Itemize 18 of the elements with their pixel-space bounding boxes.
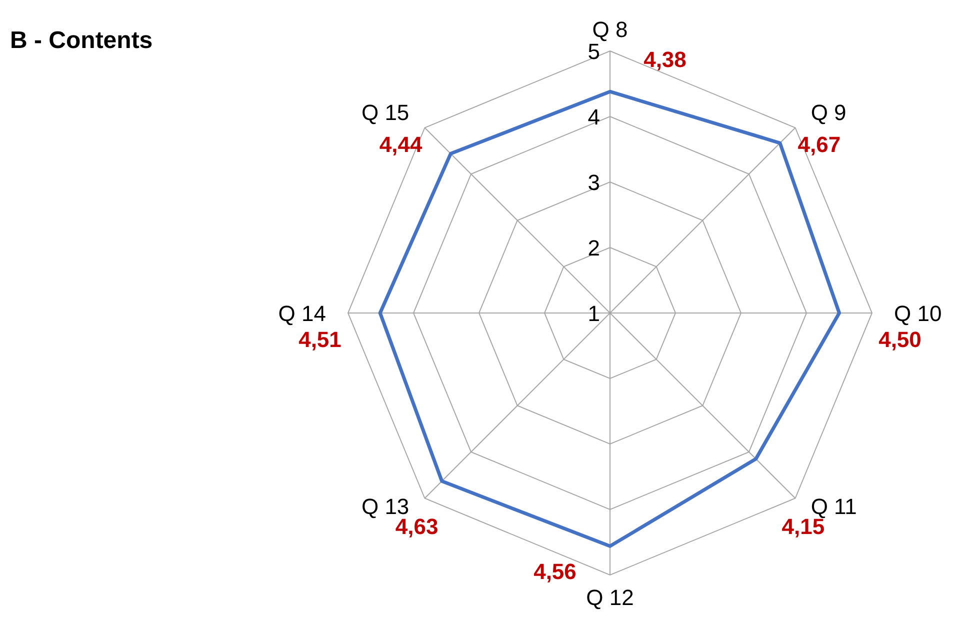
spoke-label: Q 9 [810,100,846,126]
y-tick-label: 3 [588,170,600,195]
data-label: 4,51 [298,327,342,352]
y-tick-label: 2 [588,236,600,260]
data-label: 4,50 [878,327,922,352]
data-label: 4,38 [644,47,686,72]
spoke-label: Q 10 [894,301,942,326]
data-label: 4,44 [379,132,424,157]
y-tick-label: 1 [588,301,600,326]
spoke-label: Q 8 [592,17,628,42]
y-tick-label: 5 [588,39,600,64]
spoke-label: Q 12 [586,585,634,610]
data-label: 4,56 [534,559,576,584]
y-tick-label: 4 [588,104,600,130]
data-label: 4,67 [798,132,841,157]
spoke-label: Q 15 [361,100,410,126]
spoke-label: Q 14 [278,301,326,326]
text: B - Contents [10,27,153,54]
